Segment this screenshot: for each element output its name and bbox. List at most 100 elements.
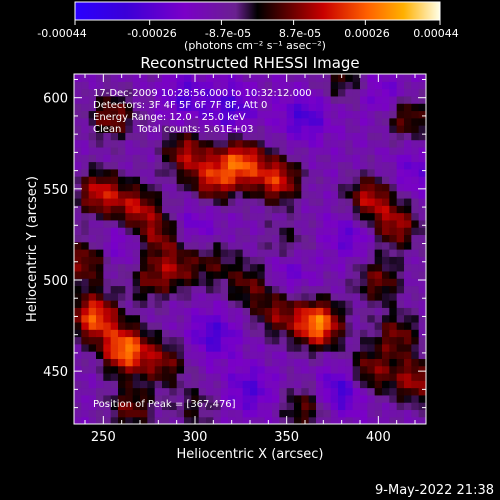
heatmap-cell [411, 146, 420, 155]
heatmap-cell [96, 336, 104, 345]
heatmap-cell [132, 380, 141, 389]
heatmap-cell [286, 394, 295, 403]
heatmap-cell [257, 394, 266, 403]
heatmap-cell [272, 416, 280, 424]
heatmap-cell [132, 329, 141, 338]
heatmap-cell [382, 351, 390, 359]
heatmap-cell [272, 74, 280, 82]
heatmap-cell [154, 394, 163, 403]
heatmap-cell [308, 402, 317, 411]
heatmap-cell [206, 234, 214, 243]
heatmap-cell [338, 95, 346, 104]
heatmap-cell [220, 212, 229, 221]
heatmap-cell [118, 154, 126, 163]
heatmap-cell [228, 372, 236, 381]
heatmap-cell [162, 95, 170, 104]
heatmap-cell [198, 314, 207, 323]
heatmap-cell [250, 219, 258, 228]
heatmap-cell [103, 176, 112, 184]
heatmap-cell [257, 117, 266, 126]
heatmap-cell [382, 212, 390, 221]
heatmap-cell [132, 183, 141, 192]
heatmap-cell [308, 249, 317, 257]
heatmap-cell [338, 234, 346, 243]
heatmap-cell [103, 81, 112, 90]
heatmap-cell [110, 307, 119, 316]
heatmap-cell [360, 336, 368, 345]
heatmap-cell [338, 343, 346, 352]
heatmap-cell [154, 285, 163, 294]
heatmap-cell [96, 103, 104, 112]
heatmap-cell [125, 154, 134, 163]
heatmap-cell [374, 103, 383, 112]
heatmap-cell [272, 314, 280, 323]
heatmap-cell [162, 125, 170, 133]
heatmap-cell [206, 351, 214, 359]
heatmap-cell [286, 197, 295, 206]
heatmap-cell [198, 263, 207, 272]
heatmap-cell [272, 81, 280, 90]
heatmap-cell [396, 358, 405, 367]
heatmap-cell [125, 256, 134, 265]
heatmap-cell [81, 329, 90, 338]
heatmap-cell [316, 212, 324, 221]
heatmap-cell [228, 132, 236, 141]
heatmap-cell [228, 329, 236, 338]
heatmap-cell [169, 263, 178, 272]
heatmap-cell [257, 103, 266, 112]
heatmap-cell [308, 161, 317, 170]
heatmap-cell [140, 81, 148, 90]
heatmap-cell [264, 103, 273, 112]
heatmap-cell [411, 125, 420, 133]
heatmap-cell [286, 146, 295, 155]
heatmap-cell [140, 146, 148, 155]
heatmap-cell [96, 394, 104, 403]
heatmap-cell [228, 409, 236, 418]
heatmap-cell [96, 117, 104, 126]
heatmap-cell [389, 88, 398, 97]
heatmap-cell [206, 117, 214, 126]
heatmap-cell [118, 139, 126, 148]
heatmap-cell [418, 387, 426, 396]
heatmap-cell [213, 292, 222, 301]
heatmap-cell [374, 278, 383, 287]
heatmap-cell [154, 139, 163, 148]
heatmap-cell [147, 416, 156, 424]
heatmap-cell [242, 212, 251, 221]
heatmap-cell [286, 139, 295, 148]
heatmap-cell [96, 285, 104, 294]
heatmap-cell [389, 103, 398, 112]
heatmap-cell [382, 74, 390, 82]
footer-timestamp: 9-May-2022 21:38 [375, 483, 494, 498]
heatmap-cell [352, 74, 361, 82]
heatmap-cell [198, 139, 207, 148]
heatmap-cell [286, 125, 295, 133]
heatmap-cell [110, 394, 119, 403]
heatmap-cell [140, 256, 148, 265]
heatmap-cell [352, 168, 361, 177]
heatmap-cell [81, 190, 90, 199]
heatmap-cell [206, 219, 214, 228]
heatmap-cell [191, 183, 200, 192]
heatmap-cell [162, 365, 170, 374]
heatmap-cell [257, 365, 266, 374]
heatmap-cell [125, 263, 134, 272]
heatmap-cell [74, 365, 82, 374]
heatmap-cell [286, 161, 295, 170]
heatmap-cell [176, 154, 185, 163]
heatmap-cell [323, 329, 332, 338]
heatmap-cell [110, 110, 119, 119]
heatmap-cell [250, 256, 258, 265]
heatmap-cell [96, 161, 104, 170]
heatmap-cell [147, 212, 156, 221]
heatmap-cell [389, 241, 398, 250]
heatmap-cell [118, 321, 126, 330]
annotation-energy-range: Energy Range: 12.0 - 25.0 keV [93, 112, 246, 123]
heatmap-cell [352, 285, 361, 294]
heatmap-cell [125, 292, 134, 301]
heatmap-cell [257, 351, 266, 359]
heatmap-cell [279, 81, 288, 90]
heatmap-cell [176, 132, 185, 141]
heatmap-cell [169, 416, 178, 424]
heatmap-cell [176, 321, 185, 330]
